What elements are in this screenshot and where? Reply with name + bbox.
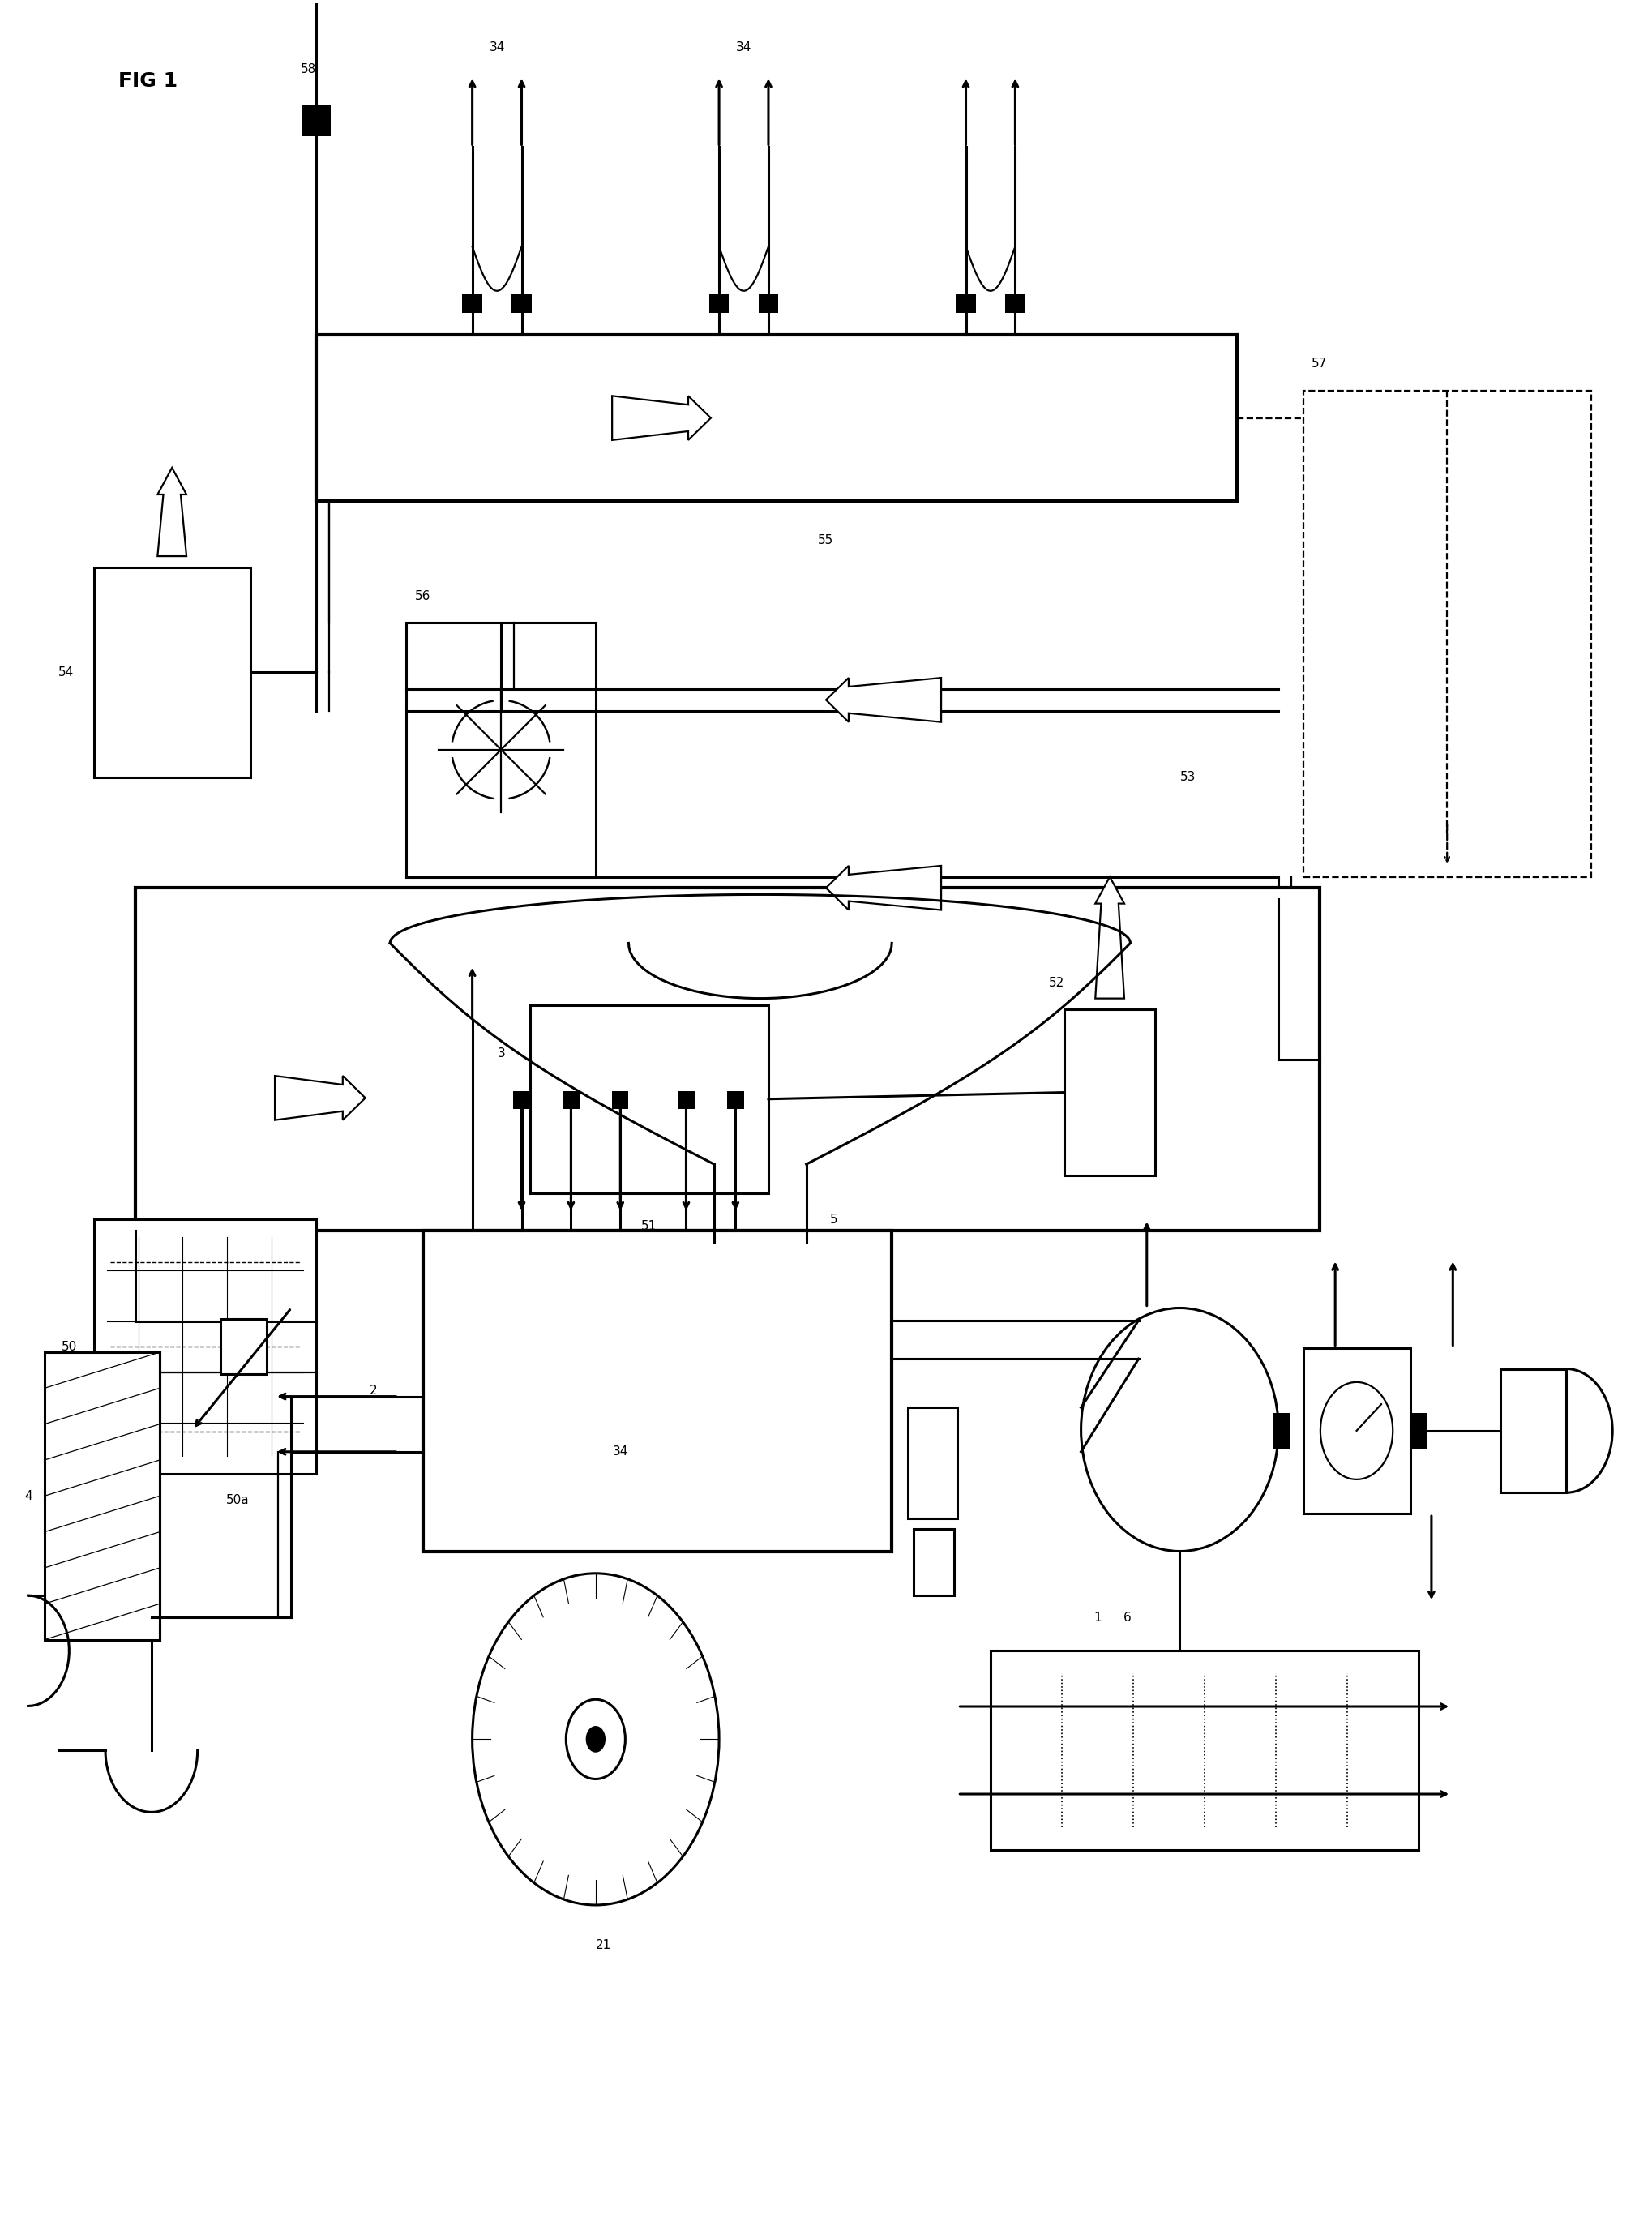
Bar — [512, 295, 532, 313]
Bar — [709, 295, 729, 313]
Bar — [758, 295, 778, 313]
Text: 34: 34 — [735, 42, 752, 53]
Polygon shape — [157, 468, 187, 557]
Polygon shape — [826, 865, 942, 909]
Text: FIG 1: FIG 1 — [119, 71, 178, 91]
Text: 50a: 50a — [226, 1495, 249, 1506]
Bar — [1500, 1369, 1566, 1493]
Text: 4: 4 — [25, 1490, 31, 1502]
Bar — [1411, 1413, 1427, 1448]
Polygon shape — [613, 395, 710, 439]
Text: 34: 34 — [613, 1446, 628, 1457]
Polygon shape — [274, 1076, 365, 1120]
Text: 1: 1 — [1094, 1612, 1102, 1624]
Bar — [423, 1231, 892, 1550]
Bar — [1006, 295, 1026, 313]
Bar — [94, 568, 249, 776]
Bar — [514, 1091, 530, 1109]
Polygon shape — [1095, 876, 1125, 998]
Bar — [94, 1220, 316, 1473]
Bar — [316, 335, 1237, 501]
Bar — [1064, 1009, 1155, 1176]
Bar — [613, 1091, 628, 1109]
Circle shape — [586, 1726, 606, 1752]
Bar — [221, 1320, 266, 1375]
Bar — [1274, 1413, 1290, 1448]
Text: 2: 2 — [370, 1384, 377, 1397]
Bar — [45, 1353, 160, 1639]
Text: 6: 6 — [1123, 1612, 1132, 1624]
Bar — [530, 1005, 768, 1193]
Text: 52: 52 — [1049, 976, 1064, 989]
Bar — [991, 1650, 1419, 1850]
Text: 57: 57 — [1312, 357, 1327, 370]
Text: 54: 54 — [58, 665, 74, 679]
Text: 55: 55 — [818, 535, 834, 548]
Bar — [957, 295, 976, 313]
Bar — [406, 623, 596, 876]
Bar — [909, 1408, 958, 1517]
Text: 50: 50 — [61, 1340, 78, 1353]
Bar — [914, 1528, 955, 1595]
Text: 51: 51 — [641, 1220, 657, 1233]
Bar — [135, 887, 1320, 1231]
Bar — [301, 104, 330, 135]
Bar — [1303, 390, 1591, 876]
Polygon shape — [826, 679, 942, 723]
Text: 3: 3 — [497, 1047, 506, 1060]
Text: 56: 56 — [415, 590, 431, 601]
Text: 5: 5 — [831, 1213, 838, 1227]
Bar — [463, 295, 482, 313]
Text: 53: 53 — [1180, 772, 1196, 783]
Text: 21: 21 — [596, 1939, 611, 1952]
Bar — [677, 1091, 694, 1109]
Bar — [1303, 1349, 1411, 1513]
Text: 58: 58 — [301, 64, 316, 75]
Text: 34: 34 — [489, 42, 506, 53]
Bar — [563, 1091, 580, 1109]
Bar — [727, 1091, 743, 1109]
